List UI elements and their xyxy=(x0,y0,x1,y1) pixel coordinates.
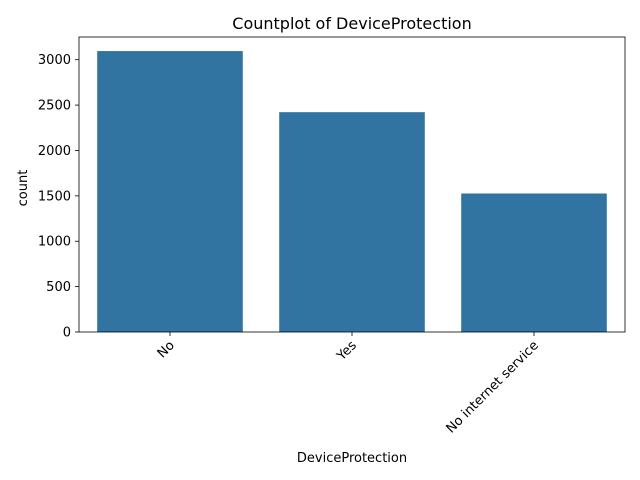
y-tick-label: 1000 xyxy=(38,235,71,250)
bar-yes xyxy=(279,112,425,332)
x-axis-ticks: No Yes No internet service xyxy=(155,332,542,436)
y-tick-label: 3000 xyxy=(38,53,71,68)
plot-frame xyxy=(78,36,626,333)
chart-title: Countplot of DeviceProtection xyxy=(232,14,471,33)
x-axis-label: DeviceProtection xyxy=(297,451,407,466)
x-tick-label: No xyxy=(155,338,178,361)
y-axis-ticks: 0 500 1000 1500 2000 2500 3000 xyxy=(38,53,79,341)
y-tick-label: 0 xyxy=(63,326,71,341)
x-tick-label: No internet service xyxy=(444,338,542,436)
y-tick-label: 2500 xyxy=(38,99,71,114)
bars-group xyxy=(97,51,607,333)
bar-no xyxy=(97,51,243,333)
y-tick-label: 1500 xyxy=(38,189,71,204)
y-tick-label: 500 xyxy=(46,280,71,295)
bar-no-internet-service xyxy=(461,193,607,332)
x-tick-label: Yes xyxy=(334,338,360,364)
y-tick-label: 2000 xyxy=(38,144,71,159)
y-axis-label: count xyxy=(16,170,31,207)
